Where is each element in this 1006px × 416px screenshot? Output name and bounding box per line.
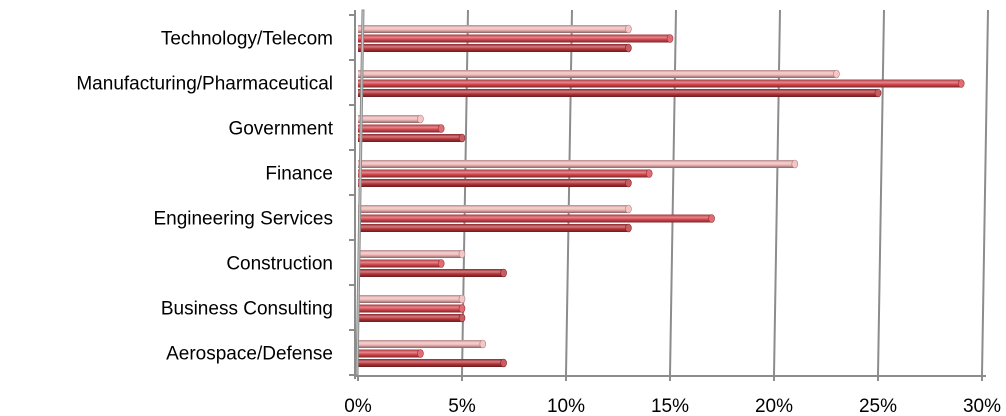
x-tick-label: 0% — [344, 396, 372, 416]
bar — [358, 179, 629, 187]
x-tick-label: 30% — [963, 396, 1001, 416]
gridline — [565, 9, 573, 376]
bar-cap — [437, 124, 445, 133]
bar-cap — [458, 249, 466, 259]
bar — [358, 160, 795, 168]
grid-layer — [461, 9, 989, 376]
bar-cap — [500, 358, 507, 368]
bar — [358, 134, 462, 142]
gridline — [669, 9, 677, 376]
bar-cap — [833, 69, 840, 79]
category-label: Technology/Telecom — [161, 29, 333, 50]
bar — [358, 115, 421, 123]
bar-cap — [625, 178, 632, 188]
category-label: Engineering Services — [153, 209, 333, 230]
bar-cap — [417, 114, 424, 124]
category-label: Business Consulting — [161, 299, 333, 320]
bar — [358, 359, 504, 367]
x-tick-label: 15% — [651, 396, 689, 416]
gridline — [877, 9, 885, 376]
gridline — [981, 9, 989, 376]
x-tick-label: 10% — [547, 396, 585, 416]
category-label: Aerospace/Defense — [166, 344, 333, 365]
bar-cap — [458, 133, 466, 143]
bar — [358, 214, 712, 223]
bar-cap — [791, 159, 799, 169]
bar-cap — [625, 223, 632, 233]
bar-cap — [479, 339, 487, 349]
x-tick-label: 5% — [448, 396, 476, 416]
bar-cap — [458, 313, 466, 323]
bar-cap — [874, 88, 882, 98]
bar — [358, 314, 462, 322]
bar — [358, 224, 629, 232]
bar — [358, 79, 962, 88]
bar-cap — [708, 214, 715, 223]
category-label: Finance — [265, 164, 333, 185]
bar — [358, 250, 462, 258]
bar — [358, 44, 629, 52]
gridline — [773, 9, 781, 376]
bar-cap — [437, 259, 445, 268]
bar-cap — [645, 169, 653, 178]
bar — [358, 349, 421, 358]
category-label: Manufacturing/Pharmaceutical — [76, 74, 333, 95]
label-layer: 0% 5% 10% 15% 20% 25% 30% Technology/Telecom Man… — [76, 29, 1001, 416]
bar — [358, 124, 442, 133]
bar-cap — [500, 268, 507, 278]
bar-cap — [625, 204, 632, 214]
bar — [358, 295, 462, 303]
bar — [358, 304, 462, 313]
category-label: Government — [228, 119, 333, 140]
bar — [358, 269, 504, 277]
bar-layer — [358, 24, 965, 368]
bar-cap — [625, 24, 632, 34]
bar — [358, 340, 483, 348]
category-label: Construction — [226, 254, 333, 275]
bar — [358, 89, 878, 97]
bar-cap — [458, 294, 466, 304]
x-tick-label: 20% — [755, 396, 793, 416]
bar — [358, 25, 629, 33]
bar-cap — [957, 79, 965, 88]
bar-cap — [458, 304, 466, 313]
bar-cap — [625, 43, 632, 53]
bar — [358, 34, 670, 43]
axis-layer — [349, 9, 986, 381]
bar — [358, 259, 442, 268]
bar — [358, 70, 837, 78]
bar — [358, 205, 629, 213]
bar — [358, 169, 650, 178]
x-tick-label: 25% — [859, 396, 897, 416]
bar-cap — [417, 349, 424, 358]
bar-cap — [666, 34, 674, 43]
